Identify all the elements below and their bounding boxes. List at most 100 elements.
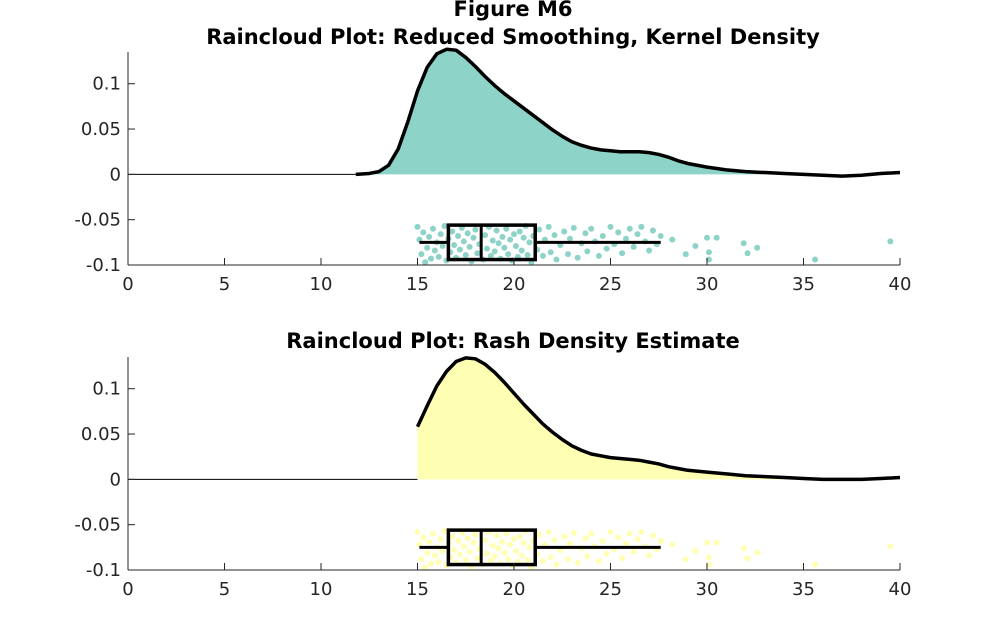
box-iqr <box>446 223 537 262</box>
data-point <box>464 230 471 237</box>
data-point <box>489 542 496 549</box>
data-point <box>622 235 629 242</box>
x-tick-label: 20 <box>503 274 526 295</box>
data-point <box>553 256 560 263</box>
x-tick-label: 30 <box>696 274 719 295</box>
subplot-bottom-plot: 0 5 10 15 20 25 30 35 40 -0.1 -0.05 0 0.05 0.1 <box>74 356 911 600</box>
data-point <box>649 227 656 234</box>
data-point <box>507 236 514 243</box>
data-point <box>630 548 637 555</box>
x-tick-label: 10 <box>310 274 333 295</box>
data-point <box>607 528 614 535</box>
data-point <box>511 536 517 543</box>
data-point <box>518 247 525 254</box>
x-tick-label: 5 <box>219 579 230 600</box>
data-point <box>474 555 481 562</box>
x-tick-label: 25 <box>599 579 622 600</box>
data-point <box>638 528 645 535</box>
data-point <box>657 232 664 239</box>
data-point <box>603 245 610 252</box>
y-tick-label: 0.05 <box>81 424 121 445</box>
data-point <box>682 556 689 563</box>
data-point <box>518 552 525 559</box>
data-point <box>414 528 421 535</box>
data-point <box>487 557 494 564</box>
data-point <box>512 547 519 554</box>
data-point <box>462 252 469 259</box>
data-point <box>754 244 761 251</box>
x-tick-label: 0 <box>122 274 133 295</box>
data-point <box>441 223 448 230</box>
data-point <box>483 550 490 557</box>
data-point <box>426 538 433 545</box>
data-point <box>545 528 552 535</box>
data-point <box>551 537 558 544</box>
box-iqr <box>446 528 537 567</box>
density-fill <box>355 49 900 175</box>
data-point <box>649 532 656 539</box>
data-point <box>524 557 531 564</box>
data-point <box>520 234 527 241</box>
data-point <box>599 537 606 544</box>
density-fill <box>417 357 900 480</box>
subplot-bottom: Raincloud Plot: Rash Density Estimate 0 5… <box>74 329 911 600</box>
data-point <box>615 534 622 541</box>
data-point <box>524 252 531 259</box>
data-point <box>588 225 595 232</box>
data-point <box>482 537 489 544</box>
x-tick-label: 30 <box>696 579 719 600</box>
data-point <box>692 242 699 249</box>
data-point <box>431 552 438 559</box>
data-point <box>482 232 489 239</box>
data-point <box>472 226 479 233</box>
data-point <box>547 554 554 561</box>
data-point <box>466 548 473 555</box>
subplot-top-title: Raincloud Plot: Reduced Smoothing, Kerne… <box>206 25 820 49</box>
data-point <box>526 544 533 551</box>
data-point <box>428 560 435 567</box>
data-point <box>429 225 436 232</box>
y-tick-label: 0.1 <box>92 74 121 95</box>
data-point <box>437 536 444 543</box>
data-point <box>634 536 641 543</box>
data-point <box>516 533 523 540</box>
data-point <box>511 231 517 238</box>
data-point <box>754 549 761 556</box>
data-point <box>495 240 502 247</box>
data-point <box>595 252 602 259</box>
data-point <box>588 530 595 537</box>
data-point <box>495 545 502 552</box>
data-point <box>582 535 589 542</box>
data-point <box>705 554 712 561</box>
data-point <box>422 259 429 266</box>
data-point <box>566 540 573 547</box>
data-point <box>439 547 446 554</box>
data-point <box>503 530 510 537</box>
data-point <box>435 253 442 260</box>
x-tick-label: 25 <box>599 274 622 295</box>
data-point <box>449 533 456 540</box>
data-point <box>426 233 433 240</box>
data-point <box>414 223 421 230</box>
x-tick-label: 35 <box>792 579 815 600</box>
x-tick-label: 20 <box>503 579 526 600</box>
data-point <box>561 533 568 540</box>
x-tick-label: 0 <box>122 579 133 600</box>
data-point <box>582 230 589 237</box>
data-point <box>428 255 435 262</box>
y-tick-label: -0.05 <box>74 515 121 536</box>
data-point <box>565 556 572 563</box>
data-point <box>470 234 477 241</box>
density-curve <box>415 356 901 482</box>
data-point <box>437 231 444 238</box>
data-point <box>472 531 479 538</box>
data-point <box>418 556 425 563</box>
data-point <box>431 247 438 254</box>
y-tick-label: 0 <box>110 164 121 185</box>
data-point <box>501 244 508 251</box>
data-point <box>536 531 543 538</box>
data-point <box>487 252 494 259</box>
data-point <box>493 227 500 234</box>
data-point <box>740 240 747 247</box>
